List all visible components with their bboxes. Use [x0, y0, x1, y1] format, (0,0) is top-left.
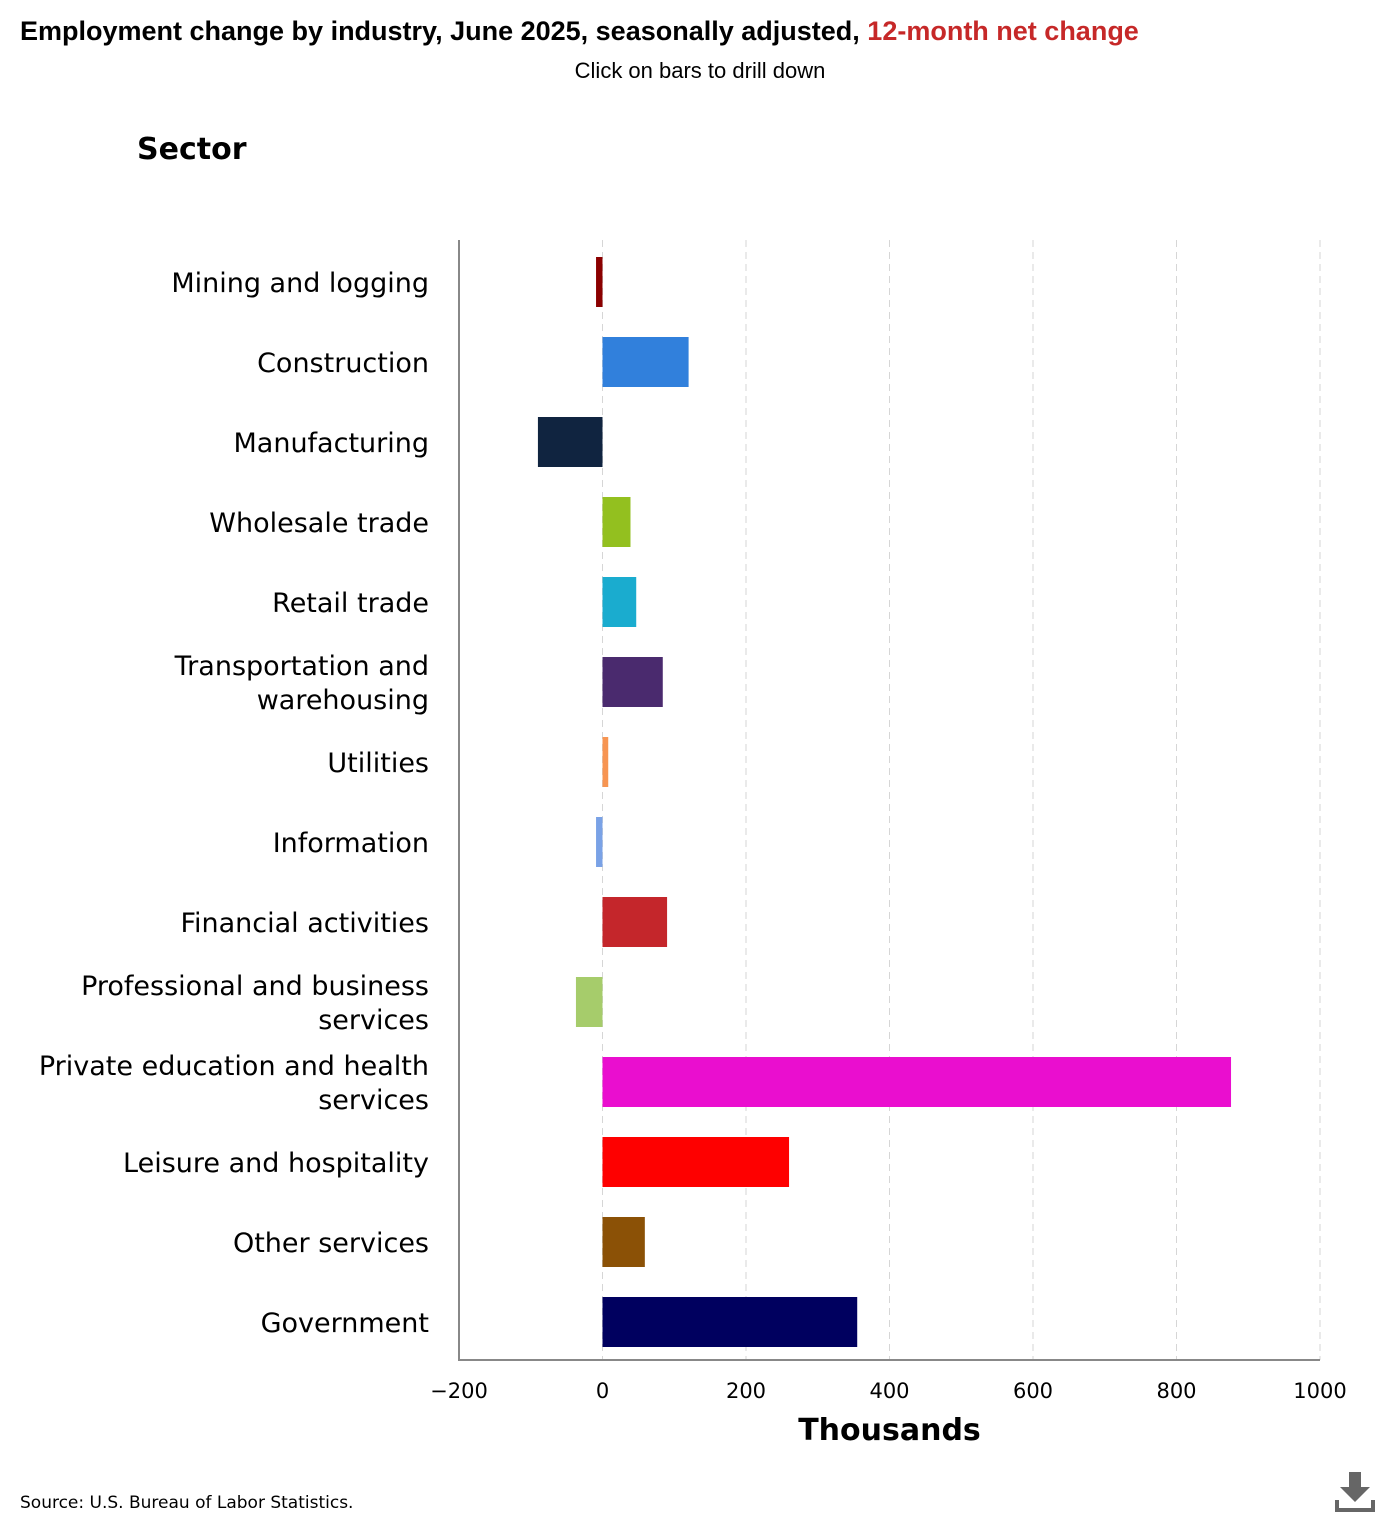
x-tick-label: 600	[1013, 1379, 1053, 1403]
bar[interactable]	[602, 1217, 645, 1267]
category-label-line: Government	[261, 1308, 429, 1339]
bar[interactable]	[602, 577, 637, 627]
x-tick-label: −200	[430, 1379, 488, 1403]
category-label-line: Retail trade	[272, 588, 429, 619]
category-label: Private education and health services	[39, 1051, 429, 1116]
category-label-line: Financial activities	[180, 908, 429, 939]
category-label: Mining and logging	[171, 268, 429, 299]
category-label-line: Mining and logging	[171, 268, 429, 299]
category-label: Leisure and hospitality	[123, 1148, 429, 1179]
category-label: Financial activities	[180, 908, 429, 939]
chart-title-accent[interactable]: 12-month net change	[867, 16, 1139, 46]
category-label-line: Manufacturing	[233, 428, 429, 459]
bar[interactable]	[602, 1057, 1232, 1107]
category-label-line: Utilities	[327, 748, 429, 779]
bar[interactable]	[602, 897, 668, 947]
category-label-line: Professional and business	[81, 971, 429, 1002]
category-label-line: Private education and health	[39, 1051, 429, 1082]
chart-title: Employment change by industry, June 2025…	[20, 16, 1139, 47]
bar[interactable]	[602, 1297, 858, 1347]
category-label: Government	[261, 1308, 429, 1339]
x-tick-label: 200	[726, 1379, 766, 1403]
category-label-line: Wholesale trade	[209, 508, 429, 539]
x-tick-label: 1000	[1293, 1379, 1346, 1403]
chart-title-main: Employment change by industry, June 2025…	[20, 16, 860, 46]
category-label-line: Leisure and hospitality	[123, 1148, 429, 1179]
category-label-line: Construction	[257, 348, 429, 379]
category-label-line: Information	[273, 828, 429, 859]
source-note: Source: U.S. Bureau of Labor Statistics.	[20, 1493, 354, 1513]
x-tick-label: 400	[869, 1379, 909, 1403]
bar[interactable]	[537, 417, 603, 467]
category-label-line: services	[318, 1005, 429, 1036]
x-tick-label: 0	[596, 1379, 609, 1403]
bar[interactable]	[596, 817, 603, 867]
category-label: Construction	[257, 348, 429, 379]
bar[interactable]	[602, 1137, 790, 1187]
x-tick-label: 800	[1156, 1379, 1196, 1403]
download-button[interactable]	[1332, 1470, 1378, 1516]
y-axis-title: Sector	[137, 132, 247, 167]
bar[interactable]	[596, 257, 603, 307]
bar[interactable]	[575, 977, 603, 1027]
category-label: Other services	[233, 1228, 429, 1259]
category-label: Transportation and warehousing	[174, 651, 429, 716]
category-label-line: Other services	[233, 1228, 429, 1259]
category-label-line: services	[318, 1085, 429, 1116]
category-label: Manufacturing	[233, 428, 429, 459]
category-label: Professional and business services	[81, 971, 429, 1036]
category-label: Information	[273, 828, 429, 859]
category-label: Wholesale trade	[209, 508, 429, 539]
category-label: Retail trade	[272, 588, 429, 619]
chart-subtitle: Click on bars to drill down	[574, 58, 826, 83]
category-label-line: warehousing	[257, 685, 429, 716]
category-label-line: Transportation and	[174, 651, 429, 682]
category-label: Utilities	[327, 748, 429, 779]
bar[interactable]	[602, 497, 631, 547]
x-axis-title: Thousands	[798, 1413, 981, 1448]
bar-chart: −200 0 200 400 600 800 1000 Thousands Mining and…	[39, 240, 1347, 1448]
bar[interactable]	[602, 737, 609, 787]
download-icon	[1335, 1472, 1375, 1512]
bar[interactable]	[602, 337, 689, 387]
bar[interactable]	[602, 657, 663, 707]
